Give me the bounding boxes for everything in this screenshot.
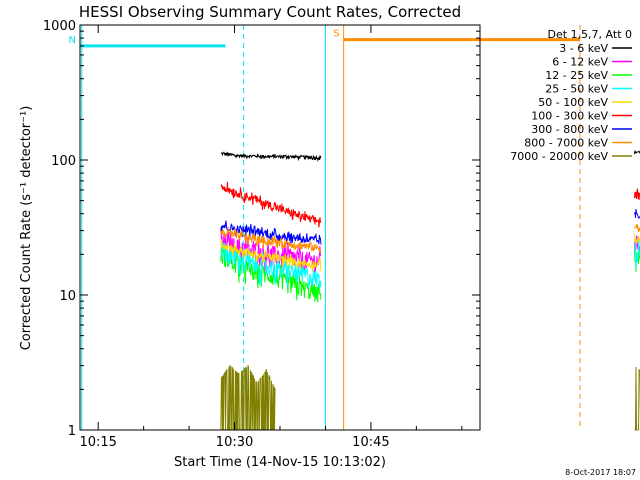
legend-label: 800 - 7000 keV — [524, 137, 608, 150]
legend-title: Det 1,5,7, Att 0 — [548, 28, 632, 41]
y-axis-label: Corrected Count Rate (s⁻¹ detector⁻¹) — [19, 106, 34, 351]
y-axis: 1 10 100 1000 — [43, 19, 480, 439]
series-3-6-kev-segment-0 — [220, 151, 322, 163]
series-300-800-kev-segment-0 — [220, 220, 322, 245]
y-tick-label: 10 — [59, 289, 76, 304]
series-25-50-kev-segment-1 — [634, 237, 640, 268]
timestamp: 8-Oct-2017 18:07 — [565, 468, 636, 477]
x-tick-label: 10:15 — [79, 435, 116, 450]
x-axis-label: Start Time (14-Nov-15 10:13:02) — [174, 455, 386, 470]
y-tick-label: 1 — [68, 424, 76, 439]
legend-label: 25 - 50 keV — [545, 83, 608, 96]
series-50-100-kev-segment-0 — [220, 238, 322, 272]
legend-label: 100 - 300 keV — [531, 110, 608, 123]
legend-label: 7000 - 20000 keV — [510, 150, 608, 163]
series-800-7000-kev-segment-0 — [220, 226, 322, 253]
series-100-300-kev-segment-0 — [220, 181, 322, 228]
legend-label: 300 - 800 keV — [531, 123, 608, 136]
series-3-6-kev-segment-1 — [634, 150, 640, 155]
plot-area: NSF — [69, 25, 640, 431]
plot-frame — [79, 24, 481, 431]
legend-label: 3 - 6 keV — [559, 42, 608, 55]
legend-label: 50 - 100 keV — [538, 96, 608, 109]
series-7000-20000-kev-segment-1 — [634, 366, 640, 431]
y-tick-label: 1000 — [43, 19, 76, 34]
flag-label-n: N — [69, 35, 76, 46]
y-tick-label: 100 — [51, 154, 76, 169]
series-7000-20000-kev-segment-0 — [220, 364, 276, 431]
series-6-12-kev-segment-0 — [220, 229, 322, 281]
flag-label-s: S — [333, 29, 339, 40]
x-tick-label: 10:30 — [216, 435, 253, 450]
x-tick-label: 10:45 — [352, 435, 389, 450]
legend-label: 6 - 12 keV — [552, 56, 608, 69]
x-axis: 10:15 10:30 10:45 — [79, 25, 463, 450]
legend-label: 12 - 25 keV — [545, 69, 608, 82]
chart-title: HESSI Observing Summary Count Rates, Cor… — [79, 3, 461, 21]
